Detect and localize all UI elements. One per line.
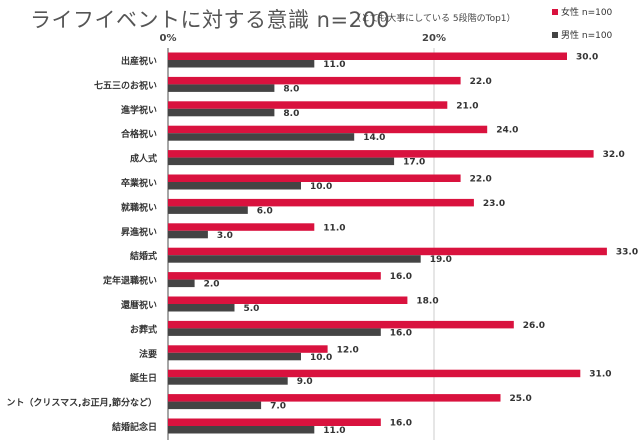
bar-female <box>168 52 567 60</box>
bar-female <box>168 296 408 304</box>
data-label: 3.0 <box>217 231 233 241</box>
data-label: 22.0 <box>470 175 492 185</box>
bar-male <box>168 304 235 312</box>
data-label: 19.0 <box>430 255 452 265</box>
data-label: 10.0 <box>310 353 332 363</box>
bar-male <box>168 230 208 239</box>
bar-male <box>168 377 288 385</box>
legend-label-male: 男性 n=100 <box>561 31 613 41</box>
bar-female <box>168 198 474 207</box>
data-label: 17.0 <box>403 158 425 168</box>
category-label: 進学祝い <box>121 104 157 116</box>
data-label: 2.0 <box>204 280 220 290</box>
x-tick-label: 20% <box>422 33 446 44</box>
legend-item-male: 男性 n=100 <box>552 28 612 41</box>
data-label: 21.0 <box>456 101 478 111</box>
data-label: 31.0 <box>589 370 611 380</box>
category-label: 出産祝い <box>121 55 157 67</box>
bar-male <box>168 182 301 190</box>
data-label: 8.0 <box>283 84 299 94</box>
bar-male <box>168 401 262 410</box>
bar-female <box>168 125 488 134</box>
bar-male <box>168 157 395 166</box>
bar-female <box>168 320 514 329</box>
data-label: 12.0 <box>337 345 359 355</box>
category-label: 法要 <box>139 348 157 360</box>
x-tick-label: 0% <box>160 33 177 44</box>
bar-female <box>168 150 594 158</box>
category-label: 誕生日 <box>130 372 157 384</box>
category-label: 合格祝い <box>121 128 157 140</box>
data-label: 11.0 <box>323 60 345 70</box>
data-label: 16.0 <box>390 419 412 429</box>
bar-female <box>168 247 607 256</box>
bar-male <box>168 133 355 141</box>
category-label: 就職祝い <box>121 201 157 213</box>
bar-male <box>168 255 421 263</box>
category-label: 結婚記念日 <box>112 421 157 433</box>
data-label: 33.0 <box>616 248 638 258</box>
data-label: 8.0 <box>283 109 299 119</box>
bar-female <box>168 418 381 426</box>
bar-male <box>168 426 315 434</box>
bar-female <box>168 345 328 353</box>
legend-item-female: 女性 n=100 <box>552 5 612 18</box>
legend-swatch-male <box>552 31 558 38</box>
bar-female <box>168 76 461 85</box>
data-label: 10.0 <box>310 182 332 192</box>
data-label: 26.0 <box>523 321 545 331</box>
data-label: 16.0 <box>390 272 412 282</box>
legend-label-female: 女性 n=100 <box>561 8 613 18</box>
legend-swatch-female <box>552 8 558 15</box>
category-label: 卒業祝い <box>121 177 157 189</box>
chart-subtitle: （とても大事にしている 5段階のTop1） <box>352 14 516 24</box>
bar-female <box>168 101 448 109</box>
category-label: 還暦祝い <box>121 299 157 311</box>
bar-male <box>168 60 315 68</box>
bar-female <box>168 223 315 231</box>
data-label: 32.0 <box>603 150 625 160</box>
data-label: 6.0 <box>257 206 273 216</box>
bar-male <box>168 108 275 117</box>
bar-male <box>168 352 301 361</box>
data-label: 7.0 <box>270 402 286 412</box>
bar-male <box>168 328 381 336</box>
data-label: 16.0 <box>390 328 412 338</box>
data-label: 5.0 <box>244 304 260 314</box>
data-label: 18.0 <box>416 297 438 307</box>
bar-female <box>168 394 501 402</box>
data-label: 24.0 <box>496 126 518 136</box>
data-label: 30.0 <box>576 53 598 63</box>
data-label: 25.0 <box>510 394 532 404</box>
data-label: 11.0 <box>323 426 345 436</box>
bar-male <box>168 279 195 288</box>
category-label: 昇進祝い <box>121 226 157 238</box>
data-label: 14.0 <box>363 133 385 143</box>
bar-male <box>168 84 275 92</box>
bar-female <box>168 174 461 182</box>
category-label: 定年退職祝い <box>102 275 157 287</box>
category-label: お葬式 <box>130 323 157 335</box>
category-label: 結婚式 <box>130 250 157 262</box>
category-label: 七五三のお祝い <box>94 79 157 91</box>
data-label: 9.0 <box>297 377 313 387</box>
chart-title: ライフイベントに対する意識 n=200 <box>30 8 391 32</box>
category-label: 成人式 <box>130 153 157 165</box>
data-label: 22.0 <box>470 77 492 87</box>
category-label: ント（クリスマス,お正月,節分など） <box>6 397 157 409</box>
bar-male <box>168 206 248 214</box>
bar-female <box>168 369 581 378</box>
data-label: 23.0 <box>483 199 505 209</box>
data-label: 11.0 <box>323 223 345 233</box>
bar-female <box>168 272 381 280</box>
